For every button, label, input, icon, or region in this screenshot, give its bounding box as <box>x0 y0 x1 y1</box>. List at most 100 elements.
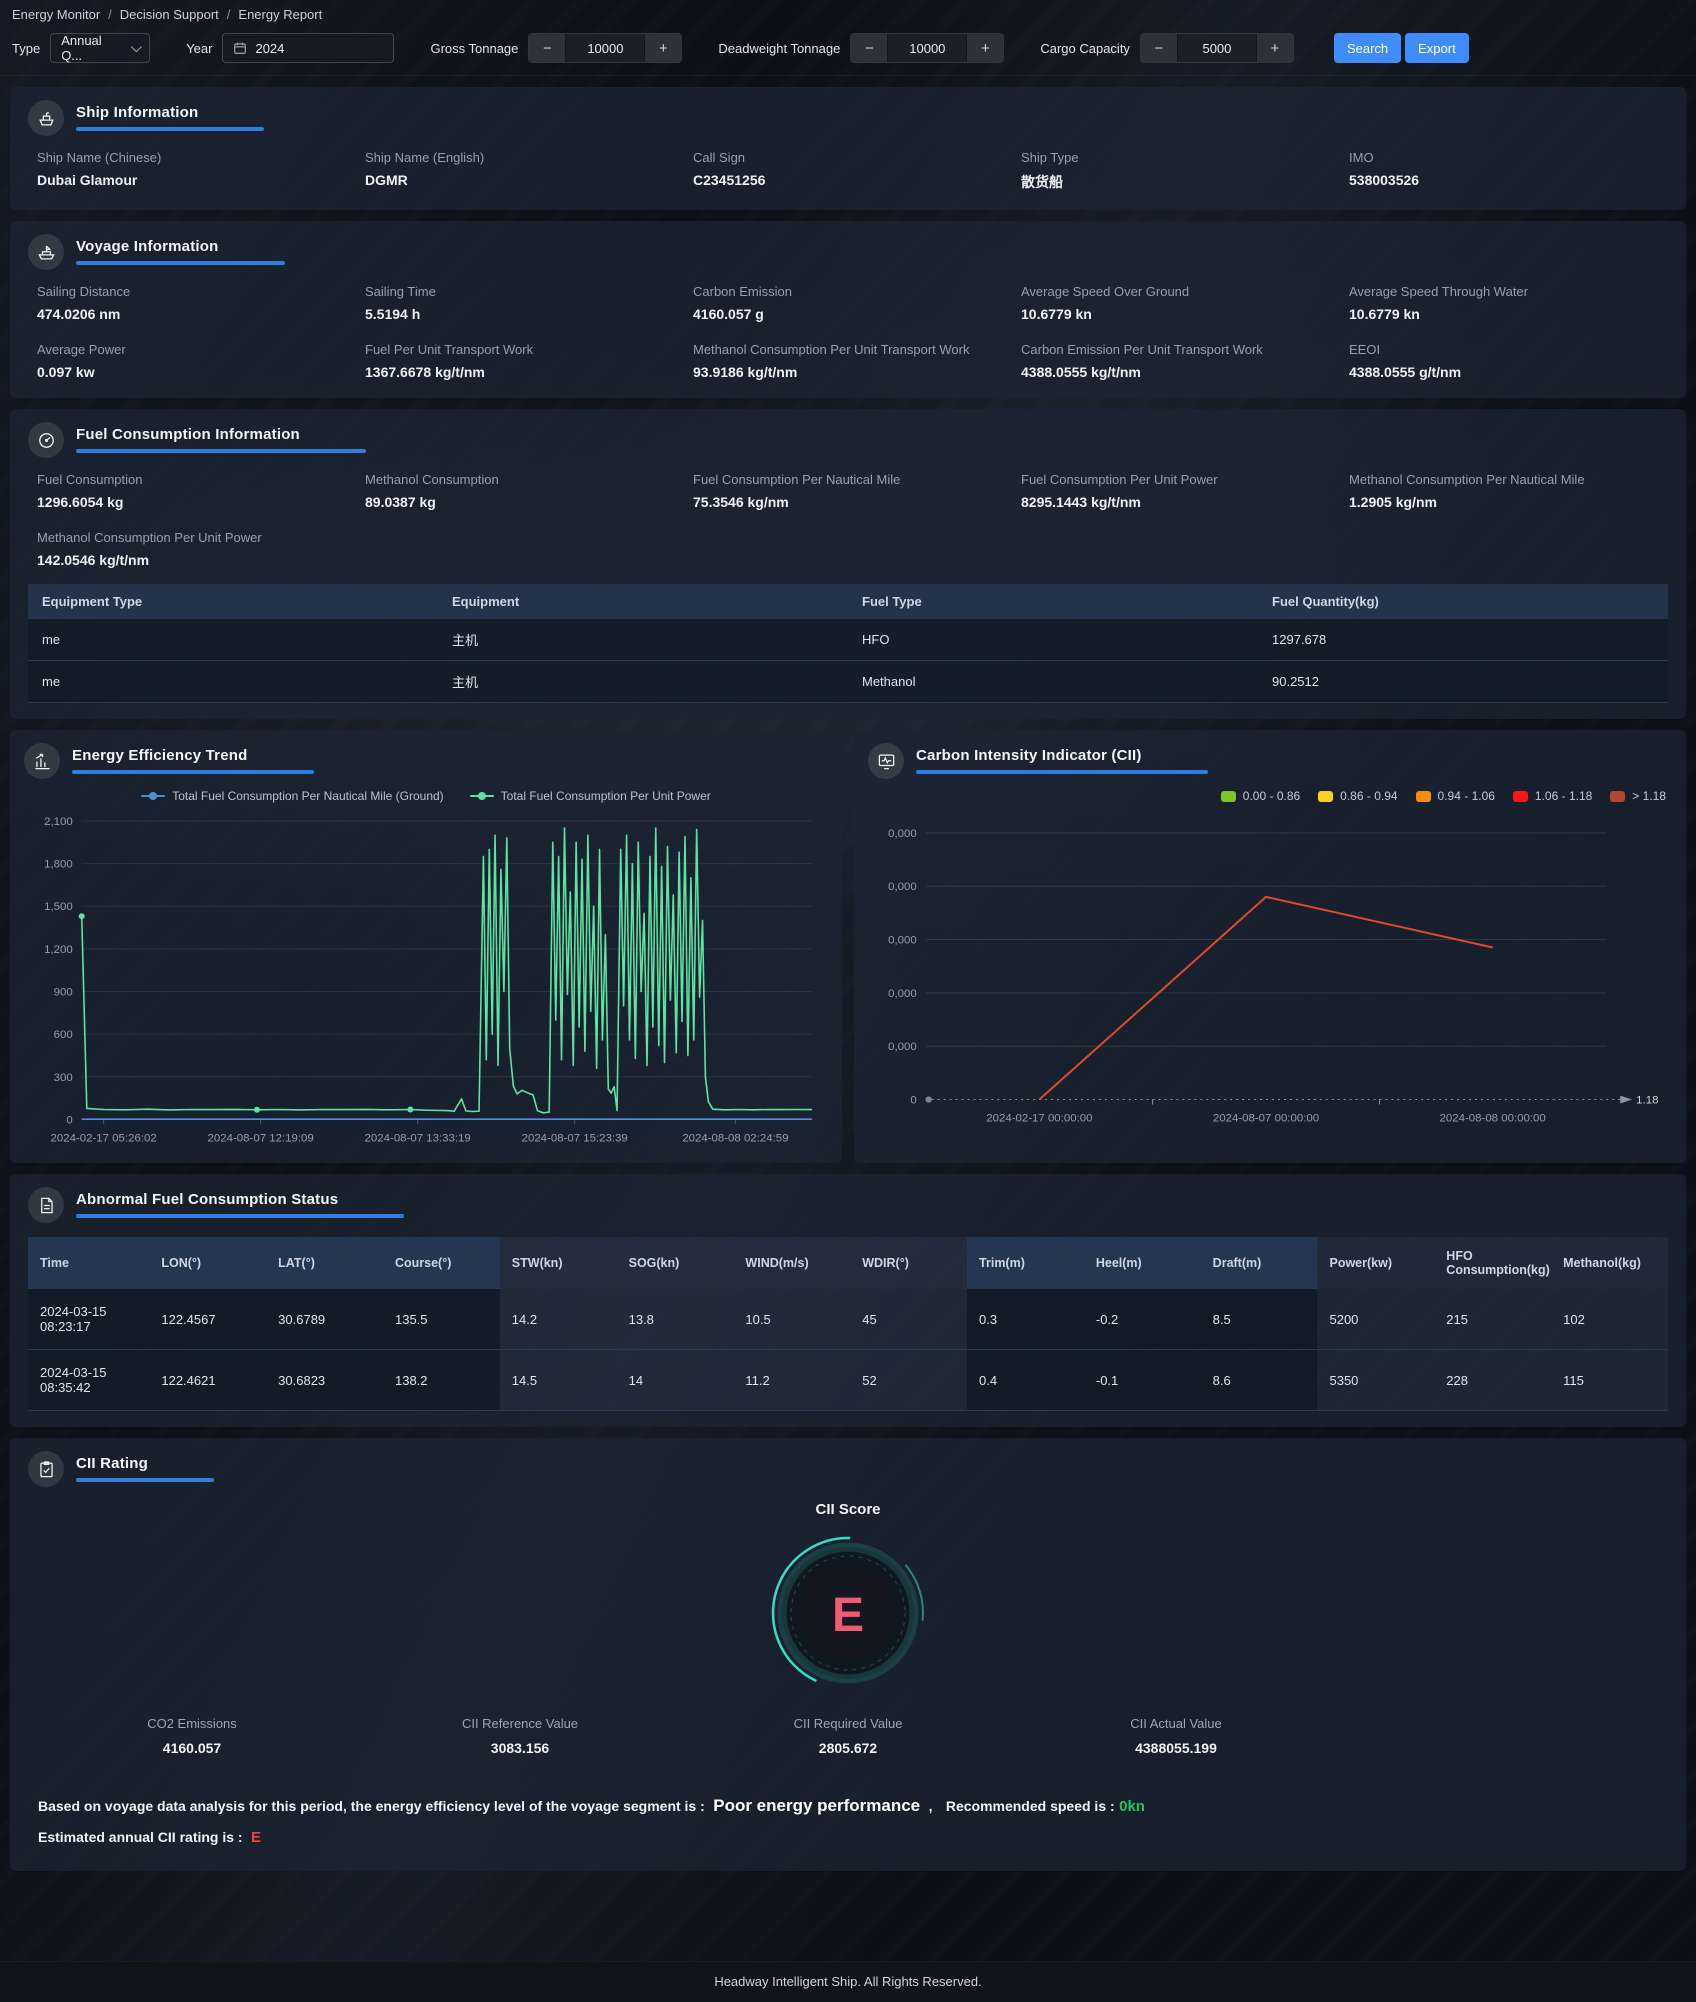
svg-text:0,000: 0,000 <box>888 881 917 893</box>
deadweight-value[interactable]: 10000 <box>887 34 968 62</box>
energy-efficiency-chart: 0 300 600 900 1,200 1,500 1,800 2,100 2024-02-17… <box>44 816 813 1144</box>
fuel-field-value: 142.0546 kg/t/nm <box>37 552 150 568</box>
cii-legend-item[interactable]: 1.06 - 1.18 <box>1512 789 1592 803</box>
voyage-field-label: Methanol Consumption Per Unit Transport … <box>693 342 970 357</box>
gauge-icon <box>28 422 64 458</box>
ship-field-label: Call Sign <box>693 150 746 165</box>
estimated-rating-value: E <box>251 1828 262 1846</box>
svg-text:300: 300 <box>54 1072 73 1084</box>
cargo-decrement-button[interactable]: − <box>1140 34 1177 62</box>
cii-legend-item[interactable]: 0.00 - 0.86 <box>1220 789 1300 803</box>
table-row: 2024-03-15 08:23:17 122.4567 30.6789 135.5 1… <box>28 1289 1668 1351</box>
year-value: 2024 <box>255 40 285 56</box>
voyage-field-label: Average Power <box>37 342 126 357</box>
table-cell: 45 <box>850 1289 968 1351</box>
column-header: Power(kw) <box>1317 1237 1435 1290</box>
deadweight-tonnage-stepper: − 10000 + <box>850 33 1005 63</box>
svg-text:1,500: 1,500 <box>44 901 73 913</box>
cargo-value[interactable]: 5000 <box>1176 34 1257 62</box>
section-title: Carbon Intensity Indicator (CII) <box>916 747 1142 764</box>
title-underline <box>76 1478 214 1483</box>
fuel-field-4: Methanol Consumption Per Nautical Mile 1.… <box>1349 472 1659 510</box>
table-cell: 10.5 <box>733 1289 851 1351</box>
title-underline <box>76 127 265 131</box>
legend-label: Total Fuel Consumption Per Nautical Mile… <box>172 789 444 803</box>
document-icon <box>28 1187 64 1224</box>
voyage-field-9: EEOI 4388.0555 g/t/nm <box>1349 342 1659 380</box>
voyage-field-value: 474.0206 nm <box>37 306 121 322</box>
table-cell: 8.5 <box>1200 1289 1318 1351</box>
export-button[interactable]: Export <box>1405 33 1469 63</box>
gross-tonnage-decrement-button[interactable]: − <box>529 34 566 62</box>
ship-icon <box>28 100 64 136</box>
table-cell: 11.2 <box>733 1349 851 1412</box>
fuel-fields: Fuel Consumption 1296.6054 kg Methanol Con… <box>28 468 1668 570</box>
cii-legend-item[interactable]: 0.94 - 1.06 <box>1415 789 1495 803</box>
voyage-field-4: Average Speed Through Water 10.6779 kn <box>1349 284 1659 322</box>
breadcrumb-energy-report[interactable]: Energy Report <box>238 7 323 22</box>
cii-chart-card: Carbon Intensity Indicator (CII) 0.00 - … <box>854 730 1686 1164</box>
section-title: Ship Information <box>76 104 199 121</box>
cii-grade: E <box>832 1589 864 1642</box>
voyage-field-label: Fuel Per Unit Transport Work <box>365 342 534 357</box>
bar-chart-icon <box>24 743 60 779</box>
voyage-field-0: Sailing Distance 474.0206 nm <box>37 284 347 322</box>
svg-text:2024-08-08 02:24:59: 2024-08-08 02:24:59 <box>682 1132 788 1144</box>
abnormal-fuel-status-card: Abnormal Fuel Consumption Status Time LON… <box>10 1174 1686 1428</box>
cargo-capacity-stepper: − 5000 + <box>1139 33 1294 63</box>
ship-field-value: Dubai Glamour <box>37 172 138 188</box>
type-select[interactable]: Annual Q... <box>50 33 151 63</box>
legend-swatch-icon <box>1512 790 1528 802</box>
fuel-field-label: Methanol Consumption Per Nautical Mile <box>1349 472 1585 487</box>
table-cell: 122.4621 <box>149 1349 267 1412</box>
table-row: 2024-03-15 08:35:42 122.4621 30.6823 138.2 1… <box>28 1349 1668 1412</box>
column-header: HFO Consumption(kg) <box>1434 1237 1552 1290</box>
cii-legend-item[interactable]: > 1.18 <box>1610 789 1666 803</box>
voyage-field-2: Carbon Emission 4160.057 g <box>693 284 1003 322</box>
voyage-field-label: Sailing Time <box>365 284 436 299</box>
breadcrumb-energy-monitor[interactable]: Energy Monitor <box>12 7 101 22</box>
cii-chart-legend: 0.00 - 0.86 0.86 - 0.94 0.94 - 1.06 1.06 - … <box>874 789 1666 803</box>
svg-text:0,000: 0,000 <box>888 828 917 840</box>
cii-metric-3: CII Actual Value 4388055.199 <box>1012 1716 1340 1756</box>
svg-text:1,800: 1,800 <box>44 859 73 871</box>
section-header: Voyage Information <box>28 234 1668 270</box>
cii-legend-item[interactable]: 0.86 - 0.94 <box>1318 789 1398 803</box>
ship-field-1: Ship Name (English) DGMR <box>365 150 675 192</box>
cargo-increment-button[interactable]: + <box>1256 34 1293 62</box>
ship-field-3: Ship Type 散货船 <box>1021 150 1331 192</box>
gauge-svg: E <box>771 1537 925 1690</box>
table-cell: Methanol <box>848 660 1258 703</box>
table-cell: me <box>28 619 438 661</box>
fuel-field-5: Methanol Consumption Per Unit Power 142.0… <box>37 530 347 568</box>
gross-tonnage-increment-button[interactable]: + <box>645 34 682 62</box>
deadweight-increment-button[interactable]: + <box>967 34 1004 62</box>
legend-item[interactable]: Total Fuel Consumption Per Nautical Mile… <box>141 789 444 803</box>
section-header: Carbon Intensity Indicator (CII) <box>868 743 1672 779</box>
breadcrumb-separator: / <box>226 7 231 22</box>
abnormal-fuel-table: Time LON(°) LAT(°) Course(°) STW(kn) SOG(kn) W… <box>28 1237 1668 1412</box>
column-header: Fuel Quantity(kg) <box>1258 584 1668 619</box>
voyage-field-value: 5.5194 h <box>365 306 421 322</box>
svg-text:2024-08-08 00:00:00: 2024-08-08 00:00:00 <box>1440 1112 1546 1124</box>
chevron-down-icon <box>131 41 143 53</box>
gross-tonnage-value[interactable]: 10000 <box>565 34 646 62</box>
fuel-field-value: 8295.1443 kg/t/nm <box>1021 494 1141 510</box>
section-header: Fuel Consumption Information <box>28 422 1668 458</box>
fuel-field-1: Methanol Consumption 89.0387 kg <box>365 472 675 510</box>
voyage-field-value: 4160.057 g <box>693 306 764 322</box>
svg-text:2024-02-17 00:00:00: 2024-02-17 00:00:00 <box>986 1112 1092 1124</box>
breadcrumb-decision-support[interactable]: Decision Support <box>119 7 219 22</box>
cii-metric-value: 4160.057 <box>162 1740 222 1757</box>
column-header: Draft(m) <box>1200 1237 1318 1290</box>
table-cell: 138.2 <box>382 1349 500 1412</box>
year-input[interactable]: 2024 <box>222 33 395 63</box>
deadweight-decrement-button[interactable]: − <box>851 34 888 62</box>
calendar-icon <box>234 42 247 54</box>
title-underline <box>916 770 1208 774</box>
legend-item[interactable]: Total Fuel Consumption Per Unit Power <box>469 789 711 803</box>
section-title: Energy Efficiency Trend <box>72 747 248 764</box>
fuel-field-value: 89.0387 kg <box>365 494 436 510</box>
fuel-field-value: 1.2905 kg/nm <box>1349 494 1437 510</box>
search-button[interactable]: Search <box>1333 33 1402 63</box>
